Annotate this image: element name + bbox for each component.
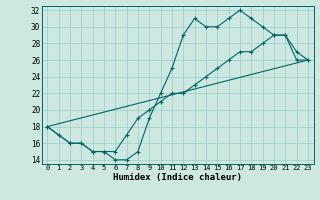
X-axis label: Humidex (Indice chaleur): Humidex (Indice chaleur): [113, 173, 242, 182]
